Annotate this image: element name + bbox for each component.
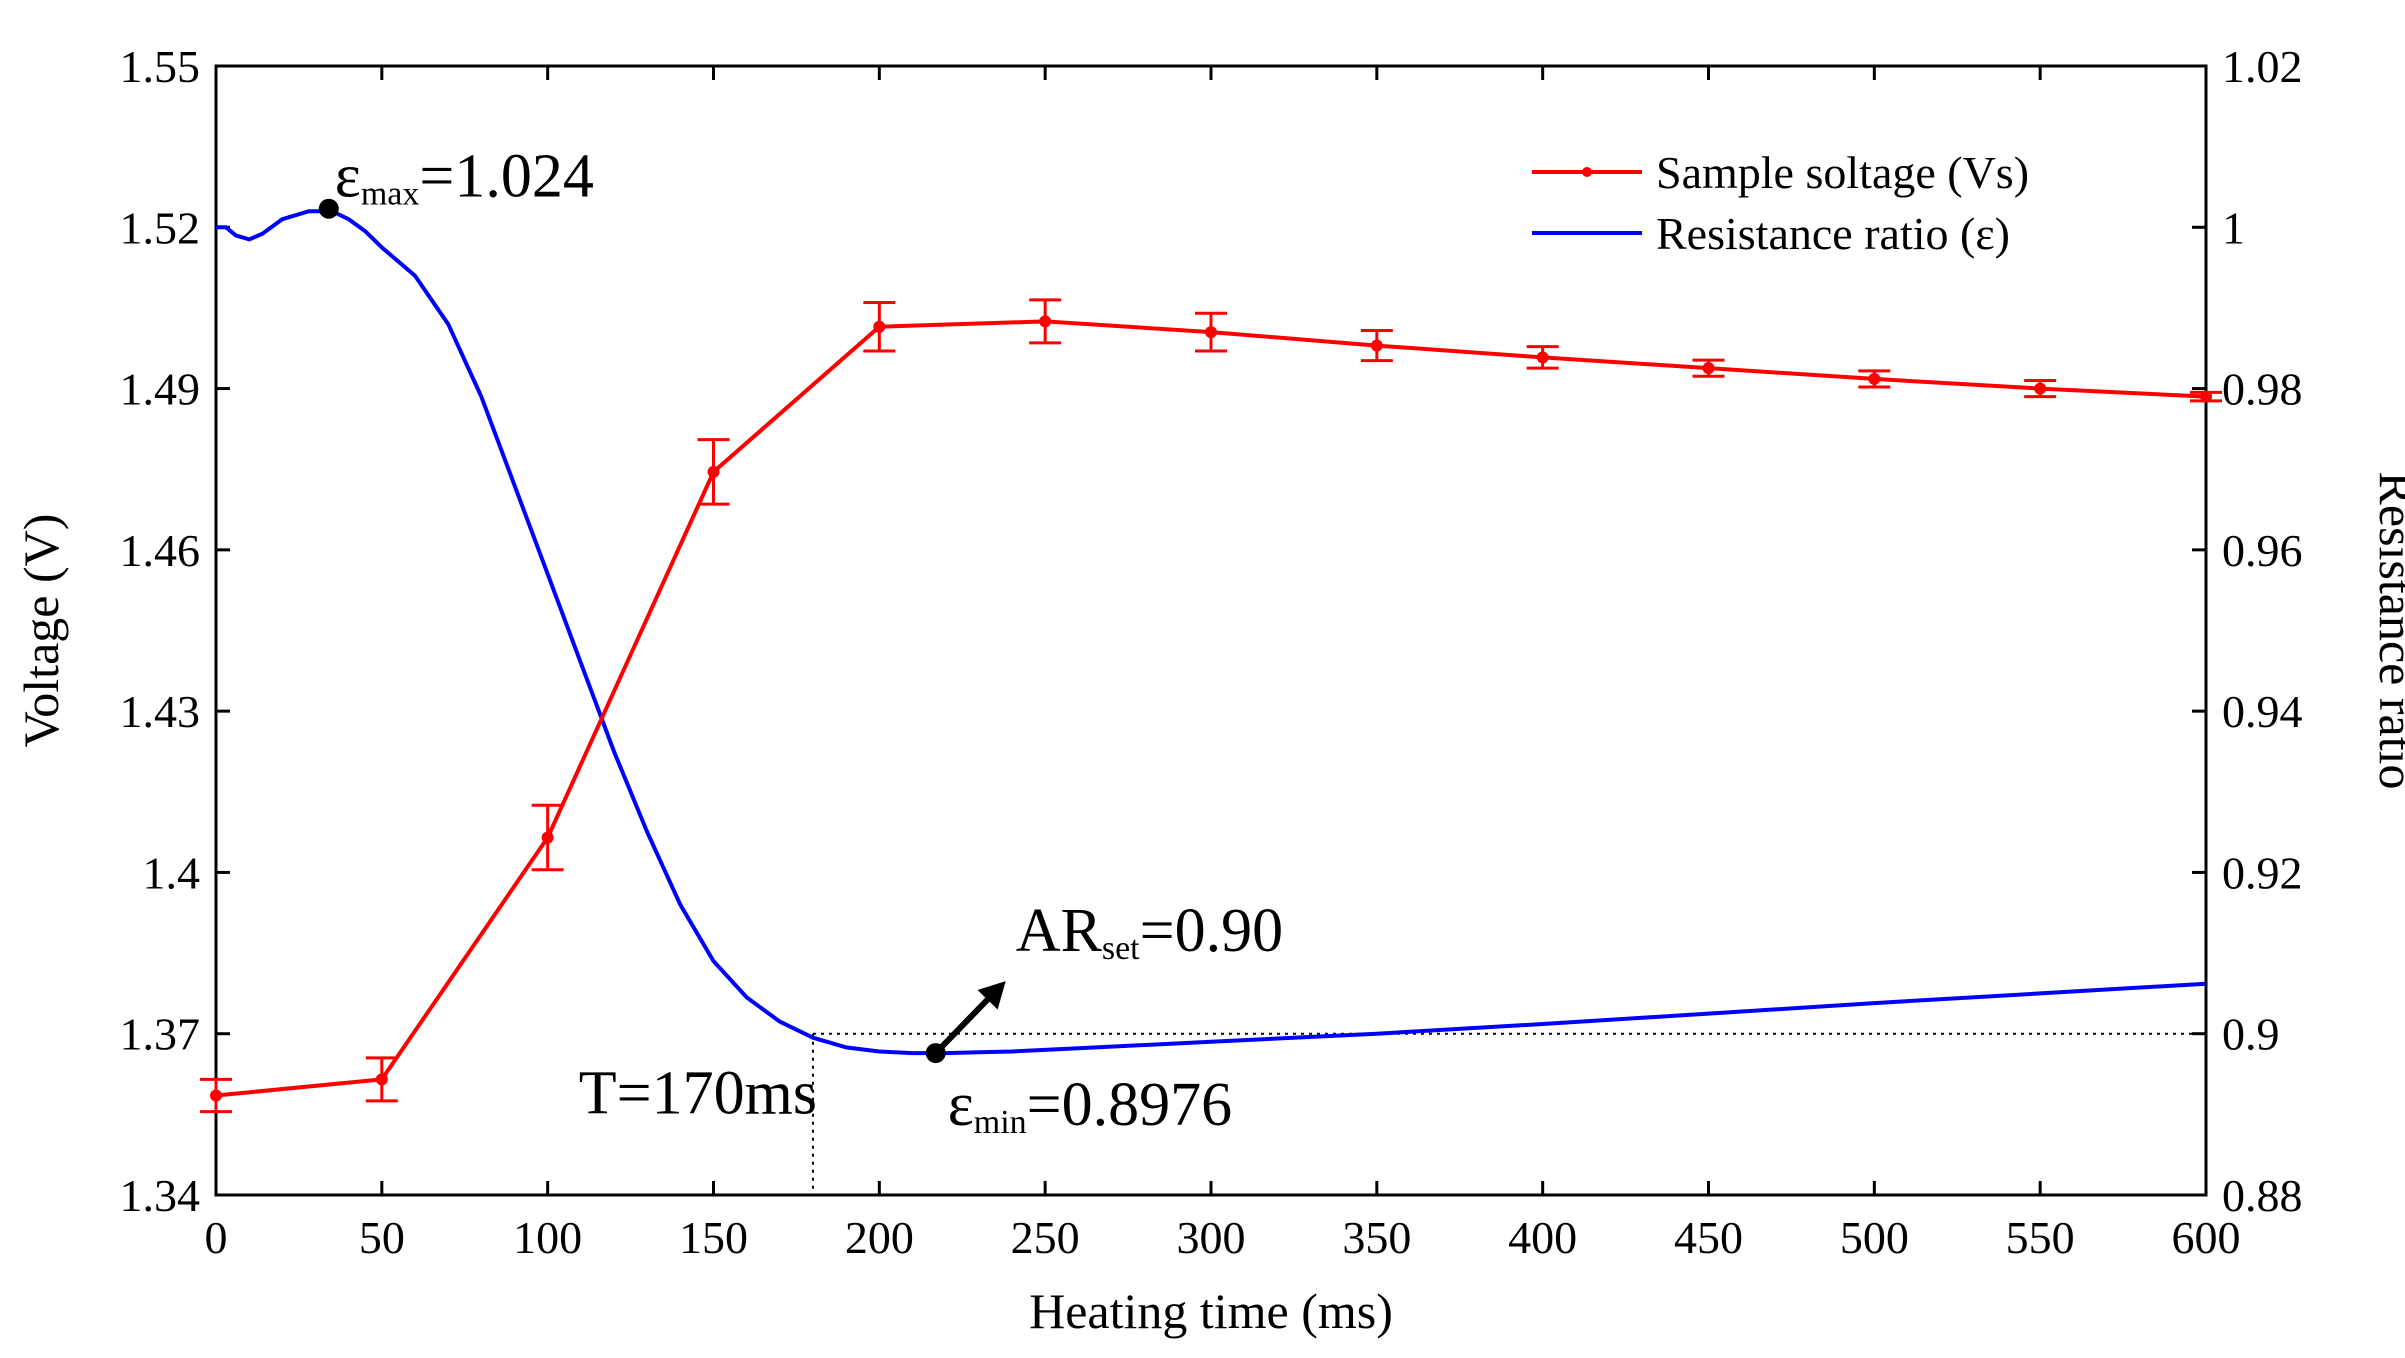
- x-tick-label: 250: [1011, 1212, 1080, 1263]
- x-axis-title: Heating time (ms): [1029, 1283, 1393, 1339]
- x-tick-label: 600: [2172, 1212, 2241, 1263]
- x-tick-label: 550: [2006, 1212, 2075, 1263]
- ar-set-arrowhead: [977, 981, 1006, 1010]
- x-tick-label: 500: [1840, 1212, 1909, 1263]
- t-label: T=170ms: [579, 1060, 817, 1128]
- data-point: [2200, 390, 2212, 403]
- ar-set-label: ARset=0.90: [1016, 897, 1283, 967]
- left-tick-label: 1.55: [120, 41, 201, 92]
- data-point: [1039, 315, 1052, 328]
- right-tick-label: 0.92: [2222, 847, 2303, 898]
- right-tick-label: 1: [2222, 202, 2245, 253]
- x-tick-label: 300: [1177, 1212, 1246, 1263]
- series-sample-voltage-error-bars: [200, 298, 2222, 1114]
- left-tick-label: 1.4: [143, 847, 201, 898]
- data-point: [1205, 326, 1217, 339]
- eps-min-value: =0.8976: [1027, 1071, 1232, 1139]
- series-resistance-ratio-line: [216, 209, 2207, 1056]
- x-tick-label: 150: [679, 1212, 748, 1263]
- ar-set-value: =0.90: [1140, 897, 1283, 965]
- series-sample-voltage-points: [210, 315, 2212, 1102]
- data-point: [210, 1089, 222, 1102]
- right-tick-label: 1.02: [2222, 41, 2303, 92]
- x-axis-ticks: 0 50 100 150 200 250 300 350 400 450 500 550 600: [205, 66, 2241, 1263]
- legend: Sample soltage (Vs) Resistance ratio (ε): [1532, 147, 2029, 259]
- right-tick-label: 0.94: [2222, 686, 2303, 737]
- x-tick-label: 400: [1508, 1212, 1577, 1263]
- data-point: [1702, 362, 1715, 375]
- eps-max-marker: [318, 198, 339, 219]
- right-axis-ticks: 0.88 0.9 0.92 0.94 0.96 0.98 1 1.02: [2192, 41, 2303, 1221]
- left-tick-label: 1.46: [120, 525, 201, 576]
- data-point: [1370, 339, 1383, 352]
- data-point: [541, 831, 554, 844]
- eps-min-symbol: ε: [948, 1071, 974, 1139]
- right-tick-label: 0.98: [2222, 364, 2303, 415]
- right-axis-title: Resistance ratio: [2369, 472, 2405, 790]
- x-tick-label: 200: [845, 1212, 914, 1263]
- x-tick-label: 50: [359, 1212, 405, 1263]
- legend-label-resistance-ratio: Resistance ratio (ε): [1656, 208, 2010, 259]
- ar-set-arrow: [933, 986, 1000, 1056]
- x-tick-label: 0: [205, 1212, 228, 1263]
- legend-marker-sample-voltage: [1582, 167, 1592, 177]
- left-tick-label: 1.49: [120, 364, 201, 415]
- data-point: [375, 1073, 388, 1086]
- left-tick-label: 1.34: [120, 1170, 201, 1221]
- ar-set-subscript: set: [1102, 930, 1140, 967]
- left-axis-ticks: 1.34 1.37 1.4 1.43 1.46 1.49 1.52 1.55: [120, 41, 230, 1221]
- right-tick-label: 0.9: [2222, 1009, 2280, 1060]
- left-axis-title: Voltage (V): [13, 514, 69, 748]
- left-tick-label: 1.37: [120, 1009, 201, 1060]
- right-tick-label: 0.96: [2222, 525, 2303, 576]
- eps-max-symbol: ε: [335, 143, 361, 211]
- eps-max-label: εmax=1.024: [335, 143, 594, 213]
- left-tick-label: 1.52: [120, 202, 201, 253]
- eps-min-subscript: min: [974, 1104, 1027, 1141]
- data-point: [873, 320, 886, 333]
- ar-set-prefix: AR: [1016, 897, 1103, 965]
- data-point: [2034, 382, 2047, 395]
- x-tick-label: 100: [513, 1212, 582, 1263]
- data-point: [707, 465, 720, 478]
- x-tick-label: 450: [1674, 1212, 1743, 1263]
- eps-min-label: εmin=0.8976: [948, 1071, 1232, 1141]
- left-tick-label: 1.43: [120, 686, 201, 737]
- data-point: [1536, 351, 1549, 364]
- legend-label-sample-voltage: Sample soltage (Vs): [1656, 147, 2029, 198]
- series-sample-voltage-line: [215, 319, 2207, 1098]
- eps-max-subscript: max: [361, 176, 420, 213]
- data-point: [1868, 372, 1881, 385]
- x-tick-label: 350: [1342, 1212, 1411, 1263]
- right-tick-label: 0.88: [2222, 1170, 2303, 1221]
- eps-max-value: =1.024: [419, 143, 593, 211]
